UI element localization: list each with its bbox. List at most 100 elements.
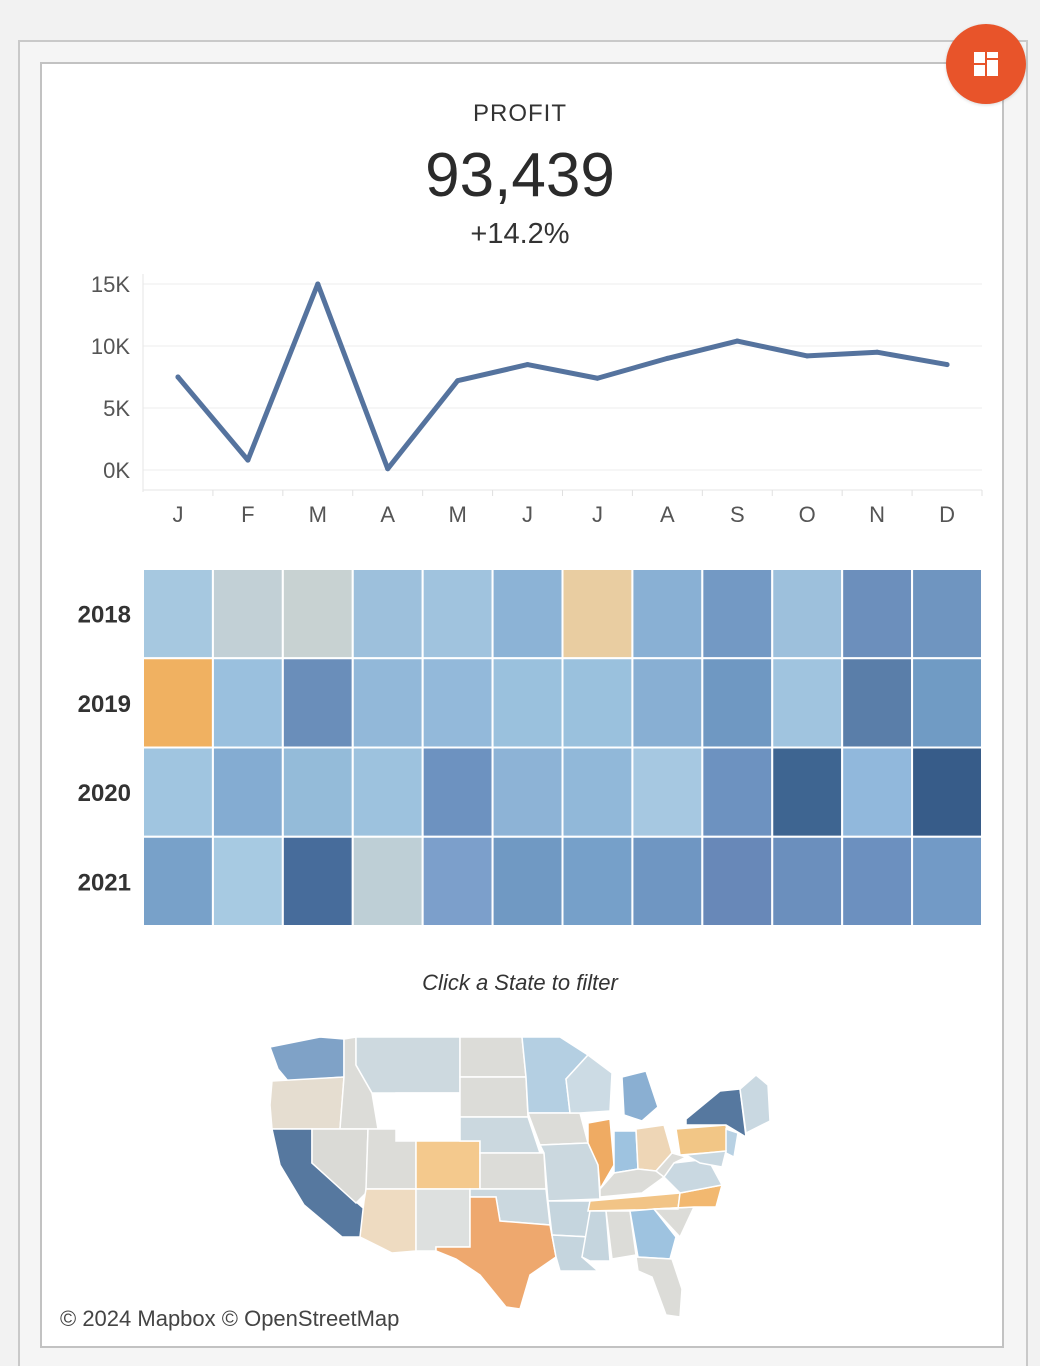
heatmap-cell — [911, 746, 983, 838]
heatmap-cell — [351, 568, 424, 660]
state-arizona[interactable] — [359, 1188, 417, 1254]
y-tick-label: 0K — [103, 458, 130, 483]
state-colorado[interactable] — [415, 1140, 481, 1190]
map-filter-hint: Click a State to filter — [422, 970, 618, 995]
y-tick-label: 5K — [103, 396, 130, 421]
heatmap-cell — [631, 568, 704, 660]
heatmap-cell — [841, 657, 914, 749]
heatmap-cell — [142, 746, 214, 838]
heatmap-cell — [421, 746, 494, 838]
x-tick-label: S — [730, 502, 745, 527]
state-oregon[interactable] — [269, 1076, 345, 1130]
heatmap-cell — [701, 657, 774, 749]
heatmap-cell — [561, 746, 634, 838]
state-michigan[interactable] — [621, 1070, 659, 1122]
heatmap-cell — [351, 657, 424, 749]
x-tick-label: A — [660, 502, 675, 527]
us-state-map[interactable] — [260, 1025, 790, 1325]
dashboard-menu-button[interactable] — [946, 24, 1026, 104]
state-new-jersey[interactable] — [725, 1127, 739, 1159]
x-tick-label: N — [869, 502, 885, 527]
data-point — [944, 362, 950, 368]
heatmap-cell — [701, 568, 774, 660]
heatmap-cell — [561, 568, 634, 660]
x-tick-label: A — [380, 502, 395, 527]
state-washington[interactable] — [268, 1036, 345, 1082]
heatmap-cell — [631, 746, 704, 838]
state-new-england[interactable] — [739, 1074, 771, 1135]
heatmap-cell — [561, 835, 634, 927]
state-mississippi[interactable] — [581, 1210, 611, 1262]
state-florida[interactable] — [635, 1256, 683, 1318]
state-indiana[interactable] — [613, 1130, 639, 1174]
heatmap-cell — [491, 835, 564, 927]
heatmap-cell — [211, 746, 284, 838]
state-wisconsin[interactable] — [565, 1053, 613, 1114]
heatmap-cell — [281, 746, 354, 838]
heatmap-cell — [911, 835, 983, 927]
state-north-dakota[interactable] — [459, 1036, 527, 1078]
heatmap-cell — [771, 568, 844, 660]
heatmap-cell — [351, 835, 424, 927]
x-tick-label: J — [172, 502, 183, 527]
heatmap-row-label: 2019 — [78, 691, 131, 718]
state-texas[interactable] — [435, 1196, 557, 1310]
x-tick-label: J — [522, 502, 533, 527]
map-attribution[interactable]: © 2024 Mapbox © OpenStreetMap — [54, 1304, 406, 1336]
heatmap-cell — [281, 568, 354, 660]
heatmap-cell — [771, 835, 844, 927]
state-new-mexico[interactable] — [415, 1188, 471, 1252]
heatmap-cell — [911, 657, 983, 749]
heatmap-cell — [142, 657, 214, 749]
data-point — [315, 281, 321, 287]
x-tick-label: D — [939, 502, 955, 527]
heatmap-cell — [421, 657, 494, 749]
state-new-york[interactable] — [685, 1088, 747, 1139]
heatmap-cell — [631, 657, 704, 749]
data-point — [525, 362, 531, 368]
x-tick-label: J — [592, 502, 603, 527]
data-point — [664, 355, 670, 361]
data-point — [804, 353, 810, 359]
state-west-virginia[interactable] — [654, 1152, 689, 1179]
y-tick-label: 15K — [91, 272, 130, 297]
heatmap-cell — [491, 657, 564, 749]
data-point — [455, 378, 461, 384]
heatmap-cell — [841, 568, 914, 660]
heatmap-cell — [631, 835, 704, 927]
state-pennsylvania[interactable] — [675, 1124, 731, 1156]
heatmap-cell — [841, 835, 914, 927]
state-maryland[interactable] — [683, 1150, 727, 1168]
heatmap-cell — [491, 746, 564, 838]
heatmap-cell — [142, 568, 214, 660]
heatmap-cell — [281, 835, 354, 927]
heatmap-row-label: 2021 — [78, 869, 131, 896]
profit-line — [175, 281, 950, 472]
state-georgia[interactable] — [629, 1208, 677, 1260]
y-tick-label: 10K — [91, 334, 130, 359]
heatmap-row-label: 2020 — [78, 780, 131, 807]
state-iowa[interactable] — [526, 1112, 589, 1146]
heatmap-cell — [701, 835, 774, 927]
state-wyoming[interactable] — [395, 1092, 461, 1142]
state-kansas[interactable] — [479, 1152, 547, 1190]
data-point — [175, 374, 181, 380]
heatmap-cell — [491, 568, 564, 660]
heatmap-cell — [841, 746, 914, 838]
state-south-dakota[interactable] — [459, 1076, 529, 1118]
heatmap-cell — [421, 568, 494, 660]
state-montana[interactable] — [355, 1036, 461, 1094]
year-month-heatmap[interactable]: 2018 2019 2020 2021 — [0, 560, 1040, 940]
x-tick-label: M — [309, 502, 327, 527]
kpi-change: +14.2% — [470, 218, 570, 250]
heatmap-cell — [701, 746, 774, 838]
state-alabama[interactable] — [605, 1210, 637, 1260]
state-nevada[interactable] — [311, 1128, 369, 1205]
heatmap-cell — [211, 835, 284, 927]
monthly-profit-line-chart[interactable]: 0K 5K 10K 15K J F M A M J J A S O N D — [0, 260, 1040, 540]
heatmap-cell — [421, 835, 494, 927]
heatmap-cell — [281, 657, 354, 749]
state-missouri[interactable] — [538, 1142, 601, 1202]
heatmap-cell — [211, 657, 284, 749]
data-point — [594, 375, 600, 381]
